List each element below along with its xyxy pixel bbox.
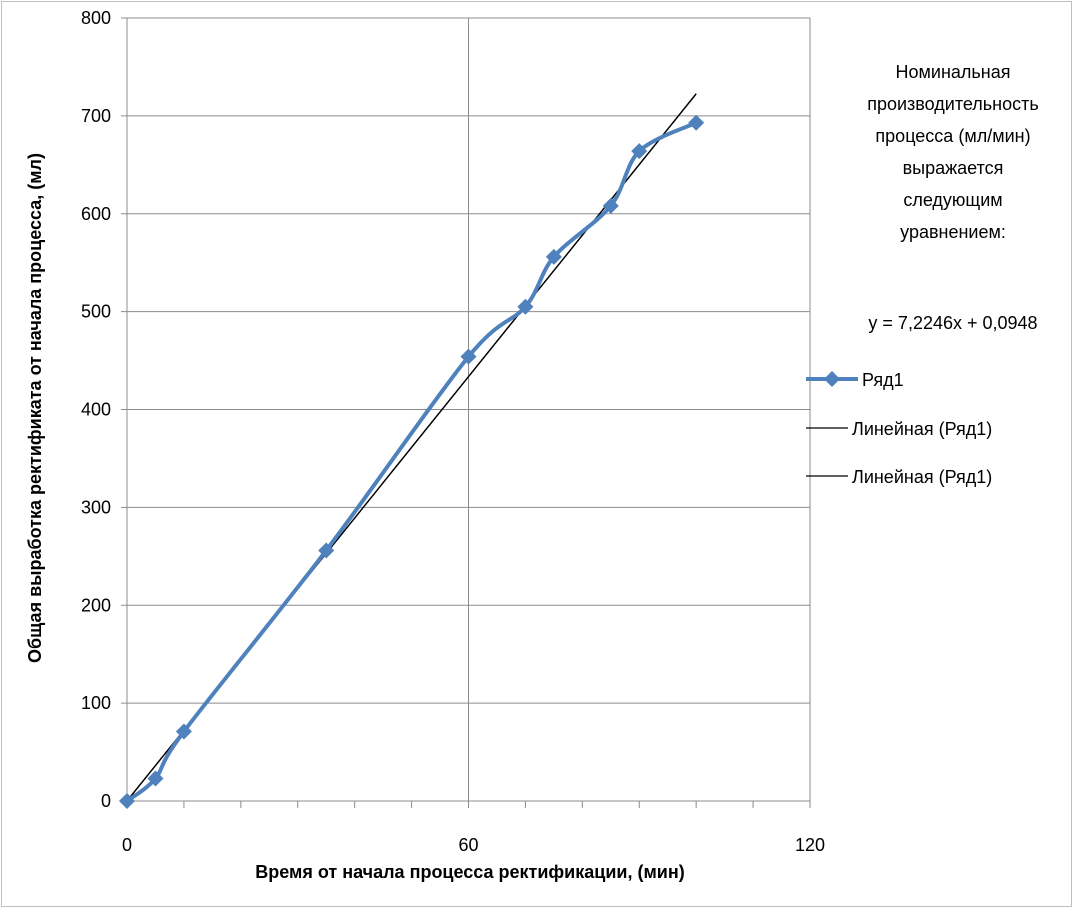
legend-label: Линейная (Ряд1) (852, 419, 992, 439)
data-point (631, 143, 648, 160)
data-point (517, 298, 534, 315)
trend-equation: y = 7,2246x + 0,0948 (868, 313, 1037, 333)
data-point (175, 723, 192, 740)
equation-annotation: Номинальная производительность процесса … (867, 62, 1039, 333)
series (119, 114, 705, 809)
data-point (318, 542, 335, 559)
legend: Ряд1 Линейная (Ряд1) Линейная (Ряд1) (806, 370, 992, 487)
data-point (460, 348, 477, 365)
data-point (602, 197, 619, 214)
x-tick-label: 0 (122, 835, 132, 855)
data-point (545, 248, 562, 265)
y-tick-label: 700 (81, 106, 111, 126)
note-line: производительность (867, 94, 1039, 114)
data-point (119, 793, 135, 809)
y-tick-label: 500 (81, 302, 111, 322)
axes (121, 17, 811, 808)
legend-label: Линейная (Ряд1) (852, 467, 992, 487)
note-line: следующим (903, 190, 1002, 210)
y-tick-label: 200 (81, 595, 111, 615)
note-line: выражается (903, 158, 1004, 178)
legend-swatch-marker (824, 371, 840, 387)
y-tick-label: 0 (101, 791, 111, 811)
y-tick-label: 100 (81, 693, 111, 713)
y-tick-label: 400 (81, 400, 111, 420)
y-tick-label: 600 (81, 204, 111, 224)
y-tick-label: 800 (81, 8, 111, 28)
legend-item-trendline-1: Линейная (Ряд1) (806, 419, 992, 439)
legend-label: Ряд1 (862, 370, 904, 390)
x-tick-label: 60 (458, 835, 478, 855)
y-tick-label: 300 (81, 497, 111, 517)
chart-frame (1, 1, 1072, 907)
x-tick-label: 120 (795, 835, 825, 855)
note-line: Номинальная (896, 62, 1011, 82)
note-line: уравнением: (900, 222, 1006, 242)
data-point (147, 770, 164, 787)
legend-item-series: Ряд1 (806, 370, 904, 390)
x-axis-title: Время от начала процесса ректификации, (… (255, 862, 684, 882)
tick-labels: 0 100 200 300 400 500 600 700 800 0 60 120 (81, 8, 825, 855)
legend-item-trendline-2: Линейная (Ряд1) (806, 467, 992, 487)
note-line: процесса (мл/мин) (875, 126, 1030, 146)
y-axis-title: Общая выработка ректификата от начала пр… (25, 153, 45, 663)
data-point (688, 114, 705, 131)
